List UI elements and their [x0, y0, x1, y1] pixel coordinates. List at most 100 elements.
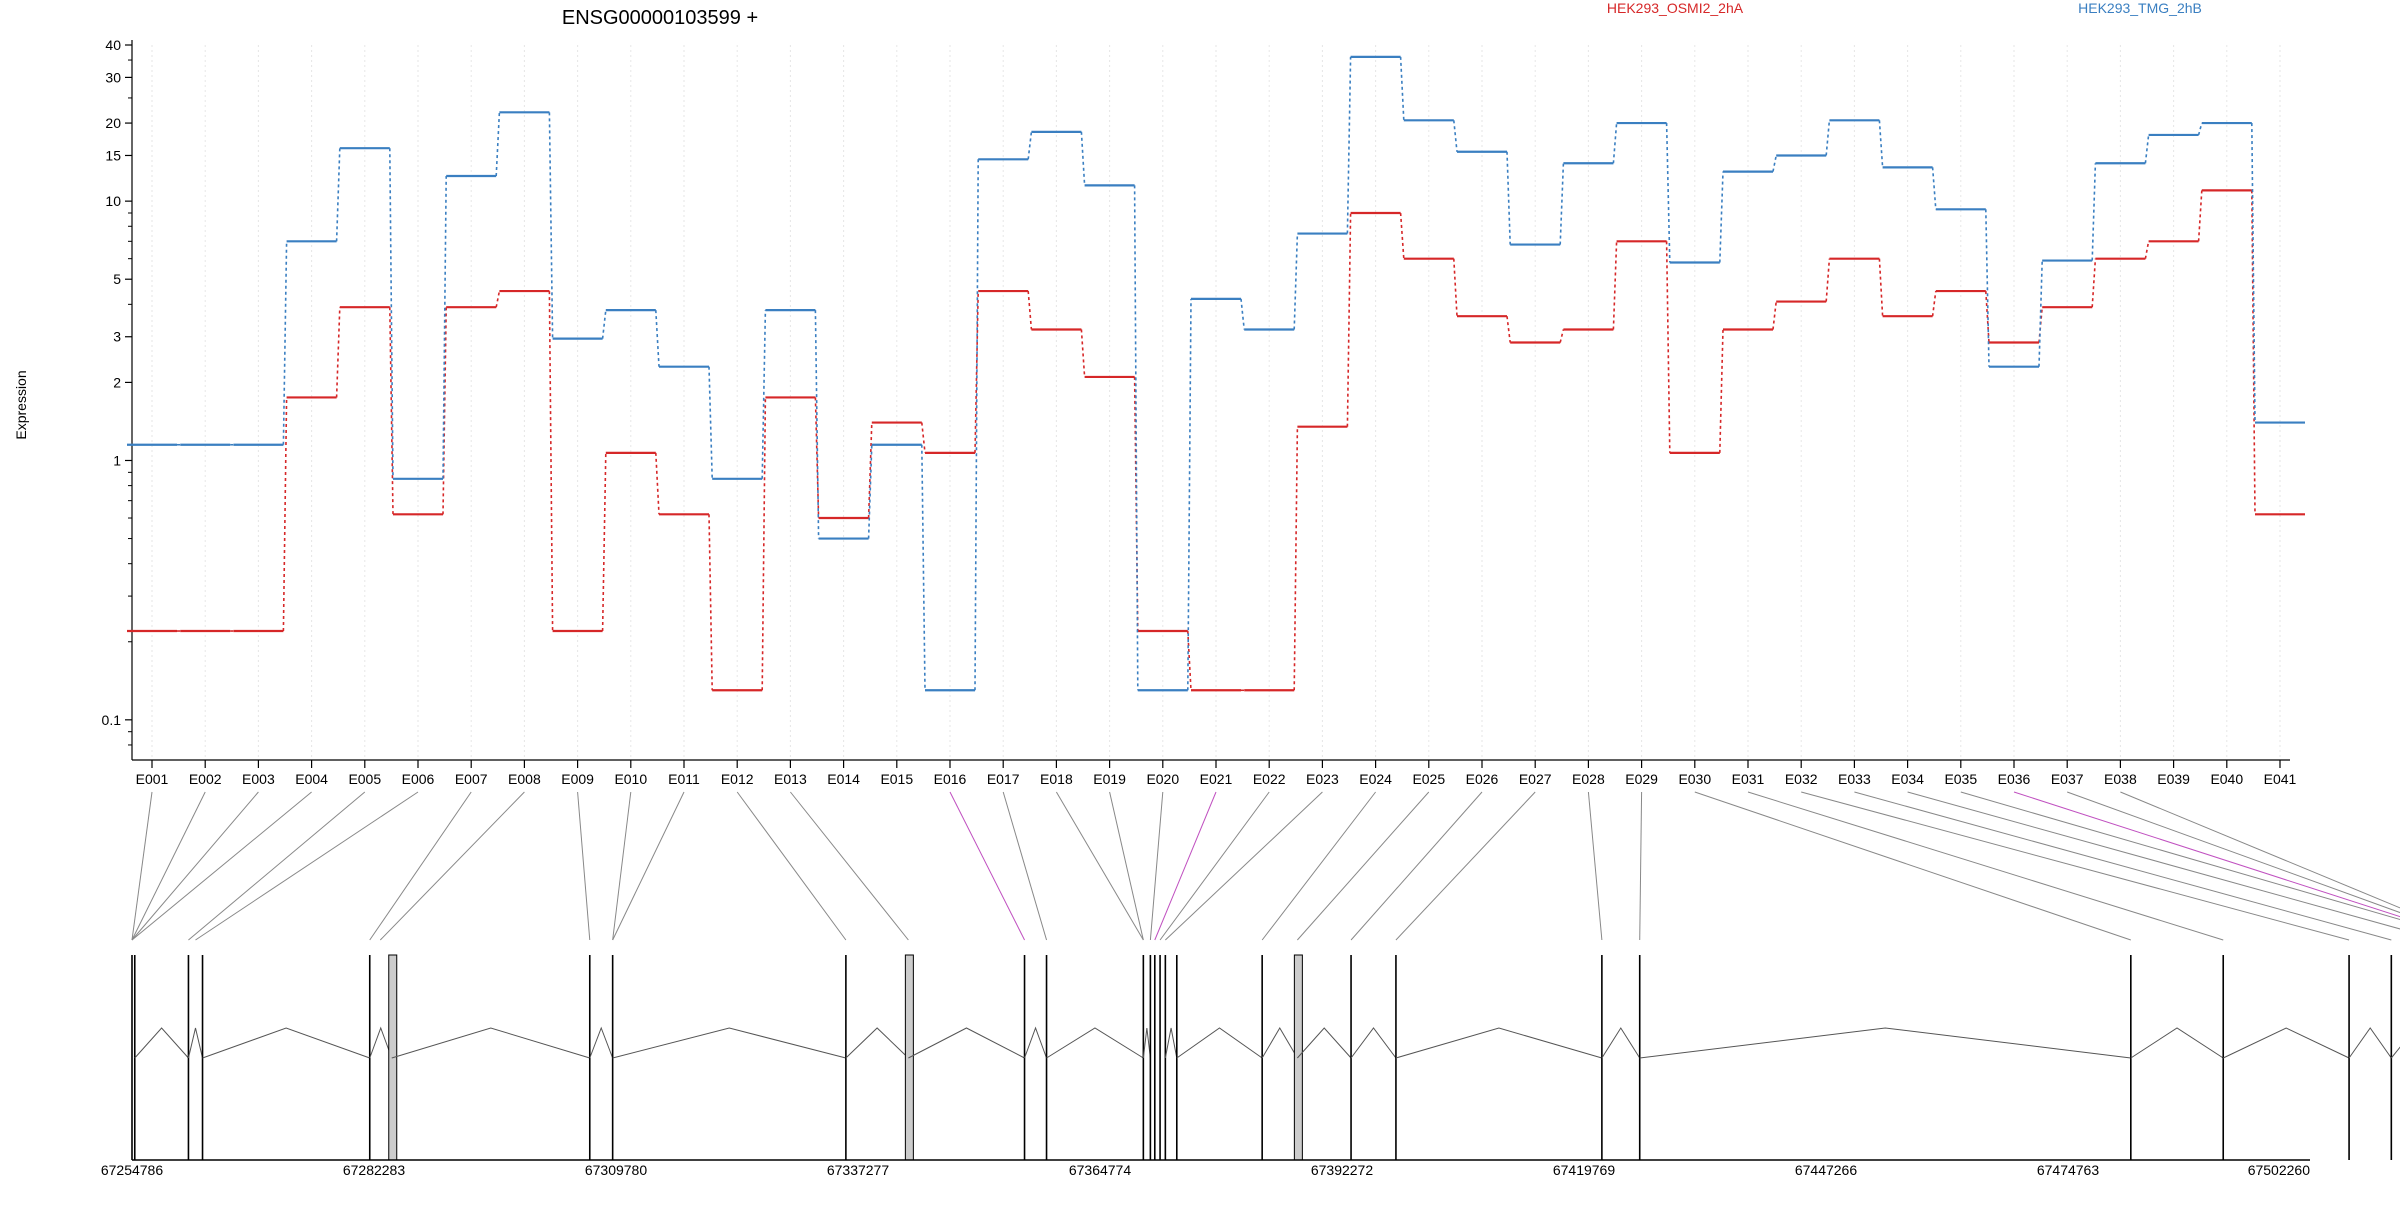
y-tick-label: 5 — [113, 271, 121, 287]
series-segment — [974, 159, 979, 691]
series-segment — [282, 241, 288, 445]
connector-line — [577, 791, 591, 941]
connector-line — [1587, 791, 1603, 941]
y-tick-label: 2 — [113, 374, 121, 390]
series-segment — [1559, 163, 1565, 245]
series-segment — [1133, 185, 1139, 691]
connector-line — [1165, 791, 1323, 941]
legend-entry-tmg: HEK293_TMG_2hB — [2078, 0, 2202, 16]
connector-line — [1159, 791, 1270, 941]
series-segment — [495, 290, 501, 308]
exon-connectors — [131, 791, 2400, 941]
x-tick-label: E033 — [1838, 771, 1871, 787]
intron-chevron — [612, 1027, 847, 1059]
x-tick-label: E001 — [136, 771, 169, 787]
connector-line — [369, 791, 472, 941]
genome-tick-label: 67474763 — [2037, 1162, 2100, 1178]
x-tick-label: E024 — [1359, 771, 1392, 787]
series-segment — [1506, 151, 1511, 245]
x-tick-label: E014 — [827, 771, 860, 787]
intron-chevron — [1164, 1027, 1178, 1059]
connector-line — [1055, 791, 1144, 941]
series-segment — [921, 444, 926, 691]
x-tick-label: E011 — [668, 771, 700, 787]
series-segment — [1719, 329, 1724, 453]
series-segment — [708, 366, 713, 479]
connector-line — [131, 791, 259, 941]
series-segment — [2251, 123, 2256, 423]
y-tick-label: 1 — [113, 452, 121, 468]
intron-chevron — [2223, 1027, 2350, 1059]
y-tick-label: 0.1 — [102, 712, 122, 728]
intron-chevron — [1142, 1027, 1151, 1059]
series-segment — [1027, 131, 1033, 160]
x-tick-label: E023 — [1306, 771, 1339, 787]
series-segment — [1825, 120, 1831, 156]
series-segment — [708, 514, 713, 691]
series-segment — [601, 452, 607, 632]
connector-line — [2013, 791, 2400, 918]
x-tick-label: E002 — [189, 771, 222, 787]
series-segment — [1612, 241, 1618, 330]
genome-tick-label: 67392272 — [1311, 1162, 1374, 1178]
connector-line — [1109, 791, 1144, 941]
x-tick-label: E030 — [1678, 771, 1711, 787]
series-segment — [389, 307, 394, 515]
x-tick-label: E034 — [1891, 771, 1924, 787]
series-segment — [1719, 171, 1724, 263]
intron-chevron — [2130, 1027, 2224, 1059]
intron-chevron — [1296, 1027, 1352, 1059]
connector-line — [131, 791, 153, 941]
connector-line — [1296, 791, 1430, 941]
genome-tick-label: 67309780 — [585, 1162, 648, 1178]
series-segment — [1612, 123, 1618, 164]
genome-axis: 67254786 67282283 67309780 67337277 67364774… — [101, 1159, 2310, 1178]
series-segment — [1931, 167, 1937, 210]
x-tick-label: E021 — [1200, 771, 1233, 787]
series-segment — [442, 307, 447, 515]
x-tick-label: E037 — [2051, 771, 2084, 787]
x-tick-label: E006 — [402, 771, 435, 787]
connector-line — [188, 791, 366, 941]
genome-tick-label: 67254786 — [101, 1162, 164, 1178]
x-tick-label: E013 — [774, 771, 807, 787]
x-tick-label: E032 — [1785, 771, 1818, 787]
connector-line — [131, 791, 206, 941]
series-segment — [1453, 120, 1458, 152]
series-segment — [814, 310, 820, 539]
series-segment — [2091, 163, 2097, 261]
connector-line — [1854, 791, 2392, 941]
intron-chevron — [1176, 1027, 1263, 1059]
intron-chevron — [134, 1027, 189, 1059]
connector-line — [1694, 791, 2131, 941]
series-segment — [1293, 233, 1299, 330]
series-segment — [761, 310, 767, 479]
x-tick-label: E012 — [721, 771, 754, 787]
series-segment — [2197, 190, 2203, 242]
x-tick-label: E038 — [2104, 771, 2137, 787]
connector-line — [1747, 791, 2224, 941]
series-segment — [1772, 301, 1777, 330]
x-tick-label: E040 — [2210, 771, 2243, 787]
x-tick-label: E005 — [348, 771, 381, 787]
y-axis-label: Expression — [13, 370, 29, 439]
series-segment — [1187, 298, 1192, 691]
connector-line — [1907, 791, 2400, 930]
x-tick-label: E022 — [1253, 771, 1286, 787]
series-segment — [1293, 426, 1299, 691]
y-tick-label: 3 — [113, 329, 121, 345]
x-tick-label: E031 — [1732, 771, 1765, 787]
x-tick-label: E041 — [2264, 771, 2297, 787]
series-segment — [655, 310, 660, 367]
series-segment — [2197, 122, 2203, 136]
connector-line — [736, 791, 847, 941]
connector-line — [1960, 791, 2400, 921]
series-segment — [1985, 209, 1990, 367]
intron-chevron — [391, 1027, 590, 1059]
intron-chevron — [908, 1027, 1025, 1059]
connector-line — [1395, 791, 1536, 941]
x-tick-label: E010 — [614, 771, 647, 787]
genome-tick-label: 67364774 — [1069, 1162, 1132, 1178]
